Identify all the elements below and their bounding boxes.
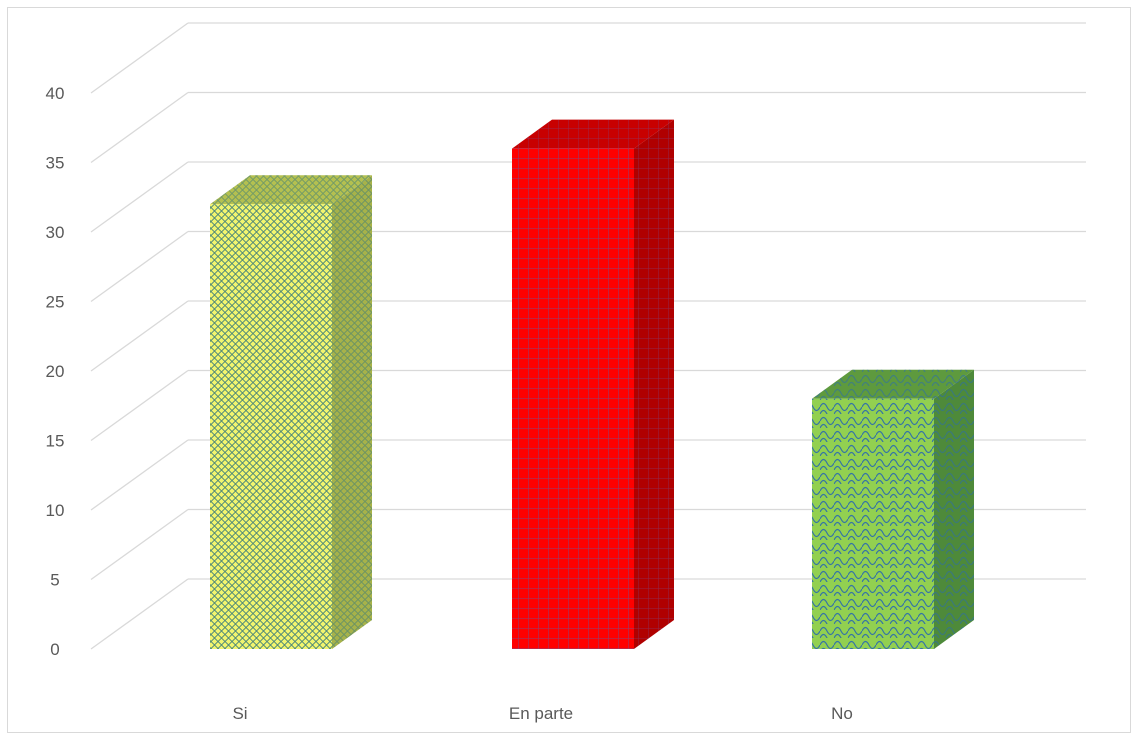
bar-chart: 0 5 10 15 20 25 30 35 40 Si En parte No: [46, 22, 1086, 723]
bar-no: [812, 369, 974, 649]
y-tick-label: 5: [50, 571, 59, 590]
y-tick-label: 25: [46, 293, 65, 312]
bar-front-pattern: [512, 148, 634, 649]
gridline-diagonal: [90, 91, 189, 164]
bar-en-parte: [512, 119, 674, 650]
y-tick-label: 40: [46, 84, 65, 103]
gridline-diagonal: [90, 508, 189, 581]
gridline-diagonal: [90, 439, 189, 511]
y-tick-label: 0: [50, 640, 59, 659]
x-tick-label: En parte: [509, 704, 573, 723]
y-tick-label: 10: [46, 501, 65, 520]
y-tick-label: 15: [46, 432, 65, 451]
gridline-diagonal: [90, 161, 189, 233]
bar-side-pattern: [934, 369, 974, 649]
y-tick-label: 20: [46, 362, 65, 381]
gridline-diagonal: [90, 578, 189, 650]
bar-top-pattern: [210, 175, 372, 205]
bar-top-pattern: [812, 369, 974, 399]
gridline-diagonal: [90, 22, 189, 94]
chart-area: 0 5 10 15 20 25 30 35 40 Si En parte No: [7, 7, 1131, 733]
bar-front-pattern: [812, 398, 934, 649]
y-tick-label: 30: [46, 223, 65, 242]
bar-side-pattern: [332, 175, 372, 649]
x-tick-label: No: [831, 704, 853, 723]
bars: [210, 119, 974, 650]
x-axis-labels: Si En parte No: [232, 704, 852, 723]
bar-side-pattern: [634, 119, 674, 650]
bar-si: [210, 175, 372, 649]
gridline-diagonal: [90, 300, 189, 372]
y-tick-label: 35: [46, 154, 65, 173]
bar-front-pattern: [210, 204, 332, 649]
y-axis-ticks: 0 5 10 15 20 25 30 35 40: [46, 84, 65, 659]
gridline-diagonal: [90, 369, 189, 442]
gridline-diagonal: [90, 230, 189, 303]
x-tick-label: Si: [232, 704, 247, 723]
bar-top-pattern: [512, 119, 674, 149]
